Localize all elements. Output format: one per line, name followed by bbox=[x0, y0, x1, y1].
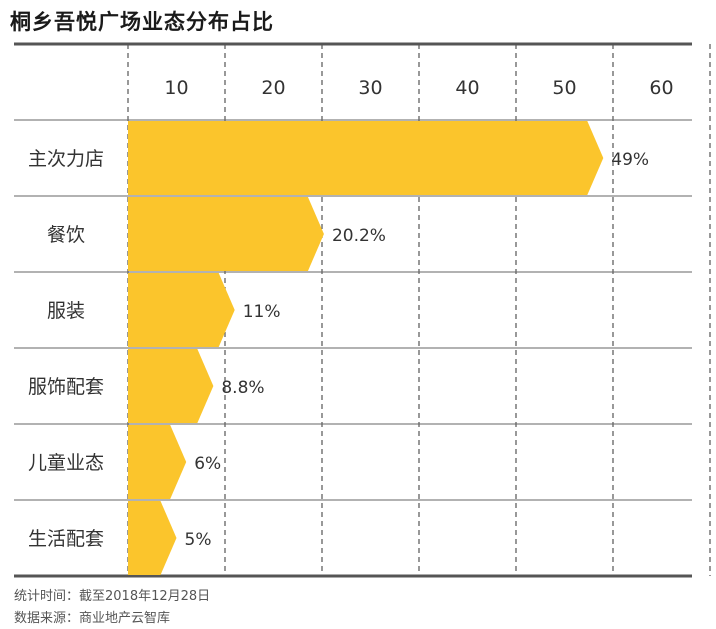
x-tick-label: 10 bbox=[164, 77, 188, 99]
value-label: 49% bbox=[611, 150, 649, 170]
category-label: 服饰配套 bbox=[28, 376, 104, 398]
bar bbox=[128, 273, 235, 347]
x-tick-label: 40 bbox=[455, 77, 479, 99]
value-label: 5% bbox=[185, 530, 212, 550]
value-label: 6% bbox=[194, 454, 221, 474]
value-label: 8.8% bbox=[221, 378, 264, 398]
category-label: 生活配套 bbox=[28, 528, 104, 550]
stat-date-note: 统计时间：截至2018年12月28日 bbox=[14, 589, 211, 604]
bar bbox=[128, 425, 187, 499]
x-tick-label: 20 bbox=[261, 77, 285, 99]
bar bbox=[128, 197, 324, 271]
category-label: 餐饮 bbox=[47, 224, 85, 246]
value-label: 20.2% bbox=[332, 226, 386, 246]
bar bbox=[128, 501, 177, 575]
category-label: 服装 bbox=[47, 300, 85, 322]
bar bbox=[128, 121, 604, 195]
value-label: 11% bbox=[243, 302, 281, 322]
category-label: 儿童业态 bbox=[28, 452, 104, 474]
data-source-note: 数据来源：商业地产云智库 bbox=[14, 611, 171, 626]
x-tick-label: 50 bbox=[552, 77, 576, 99]
x-tick-label: 60 bbox=[649, 77, 673, 99]
category-label: 主次力店 bbox=[28, 148, 104, 170]
chart-title: 桐乡吾悦广场业态分布占比 bbox=[10, 10, 274, 34]
x-tick-label: 30 bbox=[358, 77, 382, 99]
bar bbox=[128, 349, 214, 423]
